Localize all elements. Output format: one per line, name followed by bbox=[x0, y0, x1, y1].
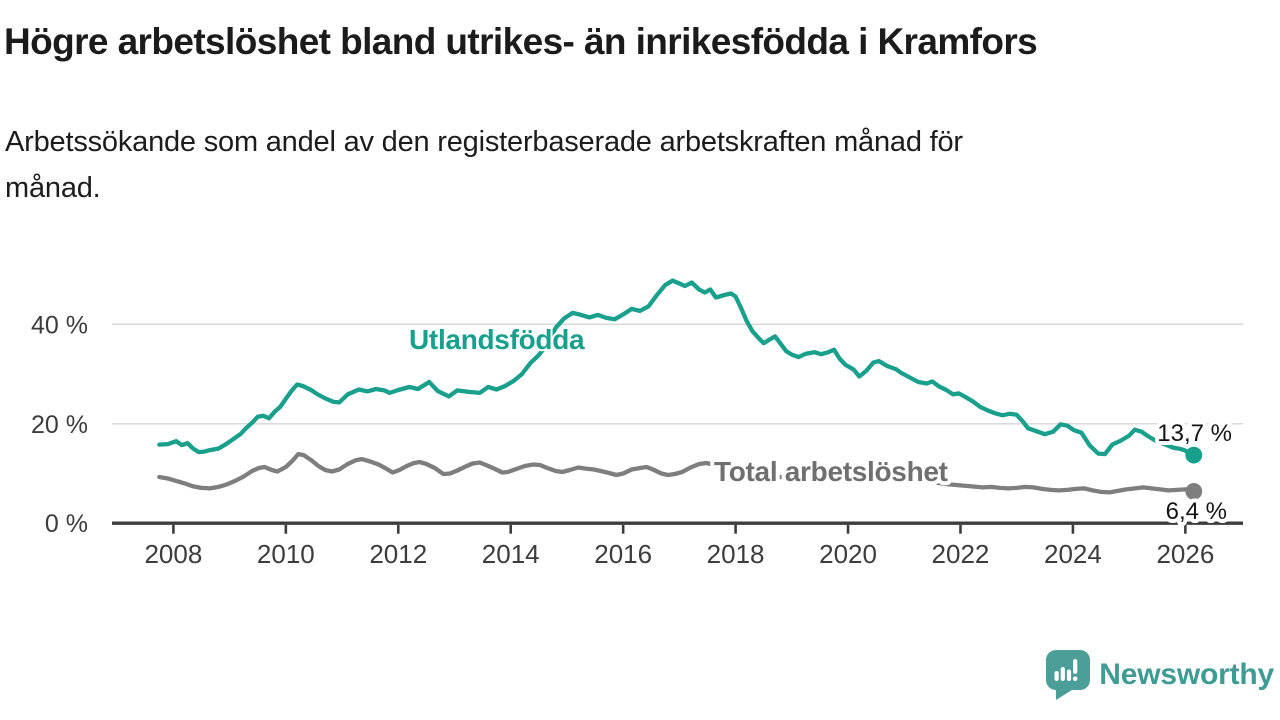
series-label-utlandsfodda: Utlandsfödda bbox=[409, 324, 585, 355]
x-tick-label: 2014 bbox=[482, 539, 540, 569]
x-tick-label: 2018 bbox=[707, 539, 765, 569]
subtitle-line-2: månad. bbox=[5, 171, 101, 204]
series-line-1 bbox=[157, 451, 1196, 495]
series-end-dot-1 bbox=[1185, 483, 1203, 500]
x-axis: 2008 2010 2012 2014 2016 2018 2020 2022 2024 2026 bbox=[112, 521, 1243, 569]
x-tick-label: 2012 bbox=[369, 539, 427, 569]
x-tick-label: 2008 bbox=[144, 539, 202, 569]
series-line-0 bbox=[157, 278, 1196, 458]
gridlines: 0 % 20 % 40 % bbox=[31, 311, 1243, 538]
x-tick-label: 2024 bbox=[1044, 539, 1102, 569]
chart-subtitle: Arbetssökande som andel av den registerb… bbox=[5, 120, 1215, 212]
x-tick-label: 2020 bbox=[819, 539, 877, 569]
x-tick-label: 2022 bbox=[932, 539, 990, 569]
newsworthy-logo-icon bbox=[1046, 650, 1091, 700]
y-tick-label: 20 % bbox=[31, 411, 88, 439]
end-value-label-total: 6,4 % bbox=[1166, 498, 1227, 525]
y-tick-label: 40 % bbox=[31, 311, 88, 339]
x-tick-label: 2016 bbox=[594, 539, 652, 569]
y-tick-label: 0 % bbox=[45, 510, 88, 538]
newsworthy-wordmark: Newsworthy bbox=[1099, 658, 1274, 691]
page-title: Högre arbetslöshet bland utrikes- än inr… bbox=[4, 21, 1038, 62]
series-lines bbox=[157, 278, 1203, 500]
x-tick-label: 2026 bbox=[1156, 539, 1214, 569]
series-end-dot-0 bbox=[1185, 446, 1203, 464]
subtitle-line-1: Arbetssökande som andel av den registerb… bbox=[5, 126, 963, 158]
newsworthy-logo: Newsworthy bbox=[1046, 650, 1274, 700]
bar-chart-icon bbox=[1054, 659, 1078, 681]
end-value-label-utlandsfodda: 13,7 % bbox=[1157, 420, 1232, 447]
series-label-total-arbetsloshet: Total arbetslöshet bbox=[714, 456, 948, 487]
x-tick-label: 2010 bbox=[257, 539, 315, 569]
